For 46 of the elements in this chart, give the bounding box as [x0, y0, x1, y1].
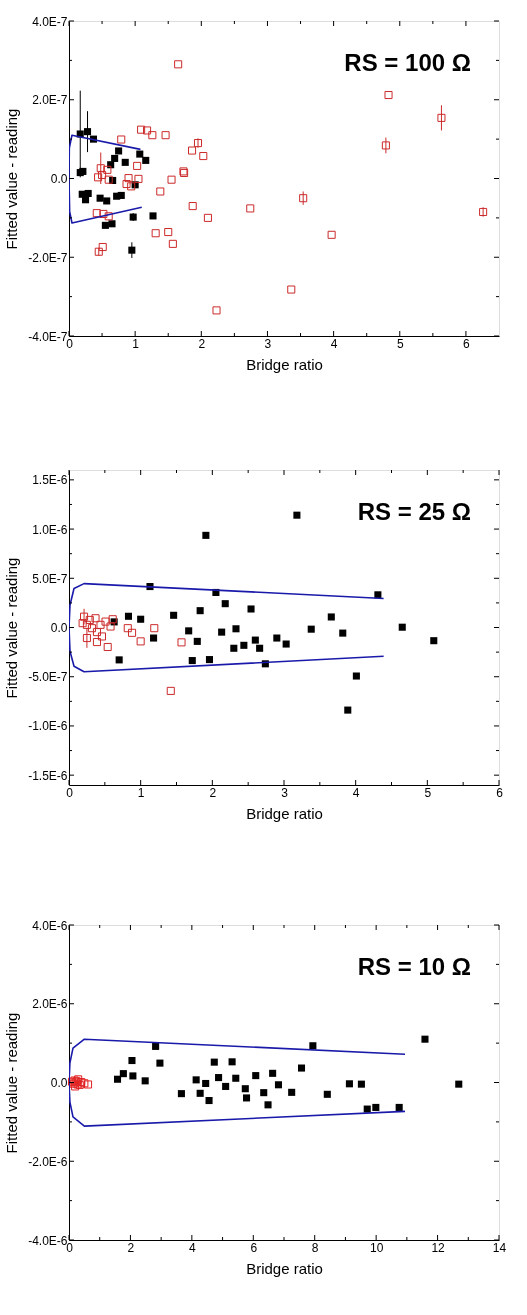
y-axis-title: Fitted value - reading — [3, 108, 21, 250]
x-axis-title: Bridge ratio — [246, 355, 323, 373]
y-tick-label: 0.0 — [50, 1076, 68, 1090]
y-tick-label: -5.0E-7 — [28, 670, 68, 685]
y-tick-label: 0.0 — [50, 172, 68, 186]
y-tick-label: 2.0E-6 — [32, 997, 68, 1012]
x-tick-label: 5 — [396, 336, 404, 351]
x-tick-label: 1 — [132, 336, 140, 351]
y-axis-title: Fitted value - reading — [3, 557, 21, 699]
x-tick-label: 8 — [311, 1240, 319, 1255]
y-tick-label: -1.5E-6 — [28, 768, 68, 783]
y-tick-label: -1.0E-6 — [28, 719, 68, 734]
y-tick-label: 1.0E-6 — [32, 522, 68, 537]
x-tick-label: 6 — [496, 785, 504, 800]
x-tick-label: 4 — [189, 1240, 197, 1255]
x-tick-label: 12 — [431, 1240, 446, 1255]
annotation: RS = 100 Ω — [344, 49, 471, 76]
x-tick-label: 0 — [66, 336, 74, 351]
x-tick-label: 14 — [492, 1240, 507, 1255]
x-tick-label: 10 — [369, 1240, 384, 1255]
x-tick-label: 2 — [209, 785, 217, 800]
y-tick-label: 5.0E-7 — [32, 571, 68, 586]
x-tick-label: 2 — [127, 1240, 135, 1255]
annotation: RS = 10 Ω — [357, 953, 471, 980]
y-tick-label: 4.0E-6 — [32, 918, 68, 933]
x-tick-label: 3 — [281, 785, 289, 800]
x-tick-label: 2 — [198, 336, 206, 351]
y-tick-label: 1.5E-6 — [32, 473, 68, 488]
x-tick-label: 3 — [264, 336, 272, 351]
y-tick-label: -2.0E-6 — [28, 1154, 68, 1169]
x-axis-title: Bridge ratio — [246, 804, 323, 822]
x-tick-label: 1 — [137, 785, 145, 800]
y-tick-label: 4.0E-7 — [32, 14, 68, 29]
x-tick-label: 0 — [66, 785, 74, 800]
x-tick-label: 0 — [66, 1240, 74, 1255]
y-tick-label: -2.0E-7 — [28, 250, 68, 265]
annotation: RS = 25 Ω — [357, 498, 471, 525]
y-tick-label: 0.0 — [50, 621, 68, 635]
x-tick-label: 6 — [250, 1240, 258, 1255]
x-tick-label: 5 — [424, 785, 432, 800]
y-tick-label: 2.0E-7 — [32, 93, 68, 108]
x-tick-label: 4 — [330, 336, 338, 351]
x-tick-label: 6 — [463, 336, 471, 351]
x-tick-label: 4 — [352, 785, 360, 800]
x-axis-title: Bridge ratio — [246, 1259, 323, 1277]
y-axis-title: Fitted value - reading — [3, 1012, 21, 1154]
